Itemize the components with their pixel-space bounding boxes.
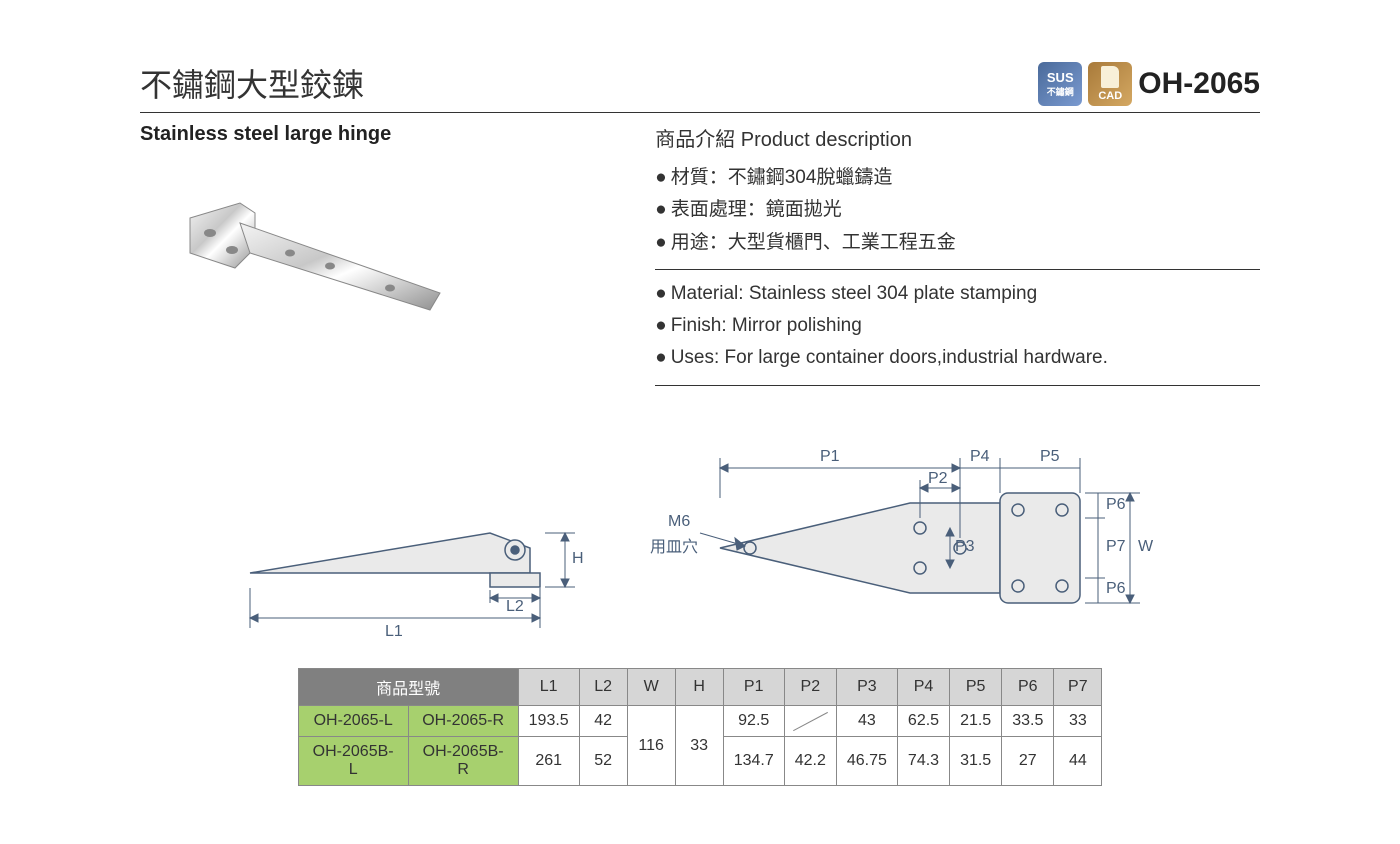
dim-l2: L2 xyxy=(506,598,524,616)
cell-val: 261 xyxy=(518,737,579,786)
cell-val: 42.2 xyxy=(784,737,836,786)
cell-val: 46.75 xyxy=(836,737,897,786)
sus-badge: SUS 不鏽鋼 xyxy=(1038,62,1082,106)
diagrams: L1 L2 H xyxy=(140,418,1260,648)
cell-val: 193.5 xyxy=(518,706,579,737)
dim-h: H xyxy=(572,550,584,568)
dim-p6a: P6 xyxy=(1106,496,1126,514)
product-photo xyxy=(160,158,480,378)
cell-val: 43 xyxy=(836,706,897,737)
cell-model: OH-2065B-R xyxy=(408,737,518,786)
cell-val-merged: 116 xyxy=(627,706,675,786)
sus-badge-top: SUS xyxy=(1047,70,1074,85)
description-english: Material: Stainless steel 304 plate stam… xyxy=(655,278,1260,386)
diagram-top-view: P1 P4 P5 P2 P3 W P6 P7 P6 M6 用皿穴 xyxy=(660,418,1180,648)
cell-val: 31.5 xyxy=(950,737,1002,786)
cell-empty-slash xyxy=(784,706,836,737)
header: 不鏽鋼大型鉸鍊 SUS 不鏽鋼 CAD OH-2065 xyxy=(140,60,1260,113)
cell-model: OH-2065-L xyxy=(298,706,408,737)
left-column: Stainless steel large hinge xyxy=(140,123,615,408)
cell-val: 27 xyxy=(1002,737,1054,786)
title-chinese: 不鏽鋼大型鉸鍊 xyxy=(140,60,364,106)
cell-val: 52 xyxy=(579,737,627,786)
dim-p1: P1 xyxy=(820,448,840,466)
diagram-side-view: L1 L2 H xyxy=(220,468,600,648)
product-code-area: SUS 不鏽鋼 CAD OH-2065 xyxy=(1038,62,1260,106)
desc-cn-line: 用途：大型貨櫃門、工業工程五金 xyxy=(655,227,1260,259)
cell-val: 21.5 xyxy=(950,706,1002,737)
cell-val: 92.5 xyxy=(723,706,784,737)
dim-hole-note: 用皿穴 xyxy=(650,533,698,557)
cell-val: 42 xyxy=(579,706,627,737)
cell-val: 33 xyxy=(1054,706,1102,737)
dim-p5: P5 xyxy=(1040,448,1060,466)
cad-badge-label: CAD xyxy=(1098,90,1122,102)
th-model: 商品型號 xyxy=(298,669,518,706)
dim-p2: P2 xyxy=(928,470,948,488)
th-dim: P3 xyxy=(836,669,897,706)
content: Stainless steel large hinge xyxy=(140,123,1260,408)
spec-table: 商品型號 L1 L2 W H P1 P2 P3 P4 P5 P6 P7 OH-2… xyxy=(298,668,1103,786)
th-dim: H xyxy=(675,669,723,706)
desc-cn-line: 材質：不鏽鋼304脫蠟鑄造 xyxy=(655,162,1260,194)
th-dim: P2 xyxy=(784,669,836,706)
cell-val: 44 xyxy=(1054,737,1102,786)
desc-en-line: Finish: Mirror polishing xyxy=(655,310,1260,342)
description-title: 商品介紹 Product description xyxy=(655,123,1260,152)
th-dim: L2 xyxy=(579,669,627,706)
dim-w: W xyxy=(1138,538,1153,556)
table-header-row: 商品型號 L1 L2 W H P1 P2 P3 P4 P5 P6 P7 xyxy=(298,669,1102,706)
cad-badge: CAD xyxy=(1088,62,1132,106)
desc-cn-line: 表面處理：鏡面拋光 xyxy=(655,194,1260,226)
cell-model: OH-2065-R xyxy=(408,706,518,737)
dim-p6b: P6 xyxy=(1106,580,1126,598)
dim-p3: P3 xyxy=(955,538,975,556)
dim-p7: P7 xyxy=(1106,538,1126,556)
th-dim: P1 xyxy=(723,669,784,706)
description-chinese: 材質：不鏽鋼304脫蠟鑄造 表面處理：鏡面拋光 用途：大型貨櫃門、工業工程五金 xyxy=(655,162,1260,270)
cell-val: 62.5 xyxy=(897,706,949,737)
cell-val: 33.5 xyxy=(1002,706,1054,737)
sus-badge-bottom: 不鏽鋼 xyxy=(1047,85,1074,98)
cell-val: 134.7 xyxy=(723,737,784,786)
th-dim: P6 xyxy=(1002,669,1054,706)
th-dim: L1 xyxy=(518,669,579,706)
desc-en-line: Material: Stainless steel 304 plate stam… xyxy=(655,278,1260,310)
th-dim: P4 xyxy=(897,669,949,706)
cad-doc-icon xyxy=(1101,66,1119,88)
dim-p4: P4 xyxy=(970,448,990,466)
th-dim: W xyxy=(627,669,675,706)
cell-model: OH-2065B-L xyxy=(298,737,408,786)
th-dim: P5 xyxy=(950,669,1002,706)
cell-val-merged: 33 xyxy=(675,706,723,786)
product-code: OH-2065 xyxy=(1138,67,1260,101)
cell-val: 74.3 xyxy=(897,737,949,786)
right-column: 商品介紹 Product description 材質：不鏽鋼304脫蠟鑄造 表… xyxy=(655,123,1260,408)
table-row: OH-2065-L OH-2065-R 193.5 42 116 33 92.5… xyxy=(298,706,1102,737)
dim-m6: M6 xyxy=(668,513,690,531)
subtitle-english: Stainless steel large hinge xyxy=(140,123,615,146)
dim-l1: L1 xyxy=(385,623,403,641)
desc-en-line: Uses: For large container doors,industri… xyxy=(655,342,1260,374)
th-dim: P7 xyxy=(1054,669,1102,706)
